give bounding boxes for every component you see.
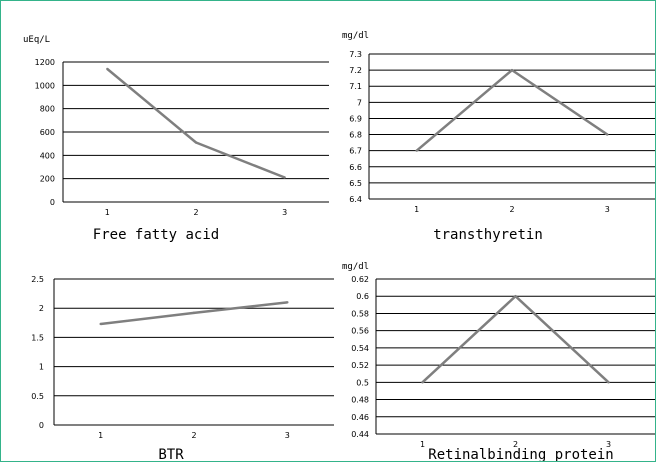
y-tick-label: 0.54: [351, 344, 369, 353]
data-point: [106, 67, 109, 71]
x-tick-label: 3: [605, 205, 610, 214]
data-point: [286, 301, 289, 304]
y-tick-label: 1: [39, 363, 44, 372]
data-point: [421, 381, 424, 384]
series-line: [421, 294, 610, 384]
y-axis-unit: mg/dl: [342, 262, 369, 272]
y-axis-unit: uEq/L: [23, 35, 50, 45]
data-point: [283, 176, 286, 179]
x-tick-label: 3: [282, 208, 287, 217]
chart-title: Free fatty acid: [93, 227, 219, 243]
y-tick-label: 0.46: [351, 413, 369, 422]
y-tick-label: 0.44: [351, 430, 369, 439]
y-tick-label: 0.5: [356, 378, 369, 387]
y-axis-unit: mg/dl: [342, 31, 369, 41]
y-tick-label: 0.56: [351, 327, 369, 336]
y-tick-label: 0.58: [351, 309, 369, 318]
y-tick-label: 1000: [35, 81, 55, 90]
y-tick-label: 0.6: [356, 292, 369, 301]
y-tick-label: 2: [39, 304, 44, 313]
chart-ffa: 0 200 400 600 800 1000 1200 1 2 3 uEq/L Free fatty …: [23, 35, 329, 243]
y-tick-label: 400: [40, 151, 55, 160]
x-tick-label: 1: [414, 205, 419, 214]
y-tick-label: 1.5: [31, 333, 44, 342]
chart-title: BTR: [158, 447, 184, 461]
x-tick-label: 2: [191, 431, 196, 440]
y-tick-label: 7.2: [349, 66, 362, 75]
x-tick-label: 2: [513, 440, 518, 449]
data-point: [606, 133, 609, 136]
chart-rbp: 0.44 0.46 0.48 0.5 0.52 0.54 0.56 0.58 0.6 0.62 1 2…: [342, 262, 655, 461]
y-tick-label: 6.8: [349, 131, 362, 140]
y-tick-label: 0: [39, 421, 44, 430]
y-tick-label: 7.3: [349, 50, 362, 59]
y-tick-label: 0.52: [351, 361, 369, 370]
y-tick-label: 7.1: [349, 82, 362, 91]
x-tick-label: 1: [420, 440, 425, 449]
y-tick-label: 0.48: [351, 396, 369, 405]
data-point: [607, 381, 610, 384]
chart-ttr: 6.4 6.5 6.6 6.7 6.8 6.9 7 7.1 7.2 7.3 1 2 3 mg/dl tran…: [342, 31, 655, 243]
y-tick-label: 0: [50, 198, 55, 207]
data-point: [99, 322, 102, 326]
data-point: [415, 149, 418, 152]
chart-btr: 0 0.5 1 1.5 2 2.5 1 2 3 BTR: [31, 275, 334, 461]
data-point: [192, 311, 196, 315]
y-tick-label: 7: [357, 98, 362, 107]
x-tick-label: 1: [98, 431, 103, 440]
y-tick-label: 6.6: [349, 163, 362, 172]
series-line: [415, 68, 609, 152]
chart-title: transthyretin: [433, 227, 543, 243]
y-tick-label: 6.5: [349, 179, 362, 188]
y-tick-label: 0.62: [351, 275, 369, 284]
y-tick-label: 200: [40, 175, 55, 184]
y-tick-label: 0.5: [31, 392, 44, 401]
y-tick-label: 1200: [35, 58, 55, 67]
y-tick-label: 2.5: [31, 275, 44, 284]
chart-title: Retinalbinding protein: [428, 447, 613, 461]
x-tick-label: 2: [509, 205, 514, 214]
y-tick-label: 6.9: [349, 114, 362, 123]
y-tick-label: 800: [40, 105, 55, 114]
data-point: [510, 68, 514, 72]
y-tick-label: 6.7: [349, 147, 362, 156]
x-tick-label: 3: [606, 440, 611, 449]
x-tick-label: 3: [285, 431, 290, 440]
x-tick-label: 1: [105, 208, 110, 217]
data-point: [514, 295, 517, 298]
data-point: [194, 141, 198, 144]
x-tick-label: 2: [193, 208, 198, 217]
y-tick-label: 6.4: [349, 195, 362, 204]
y-tick-label: 600: [40, 128, 55, 137]
